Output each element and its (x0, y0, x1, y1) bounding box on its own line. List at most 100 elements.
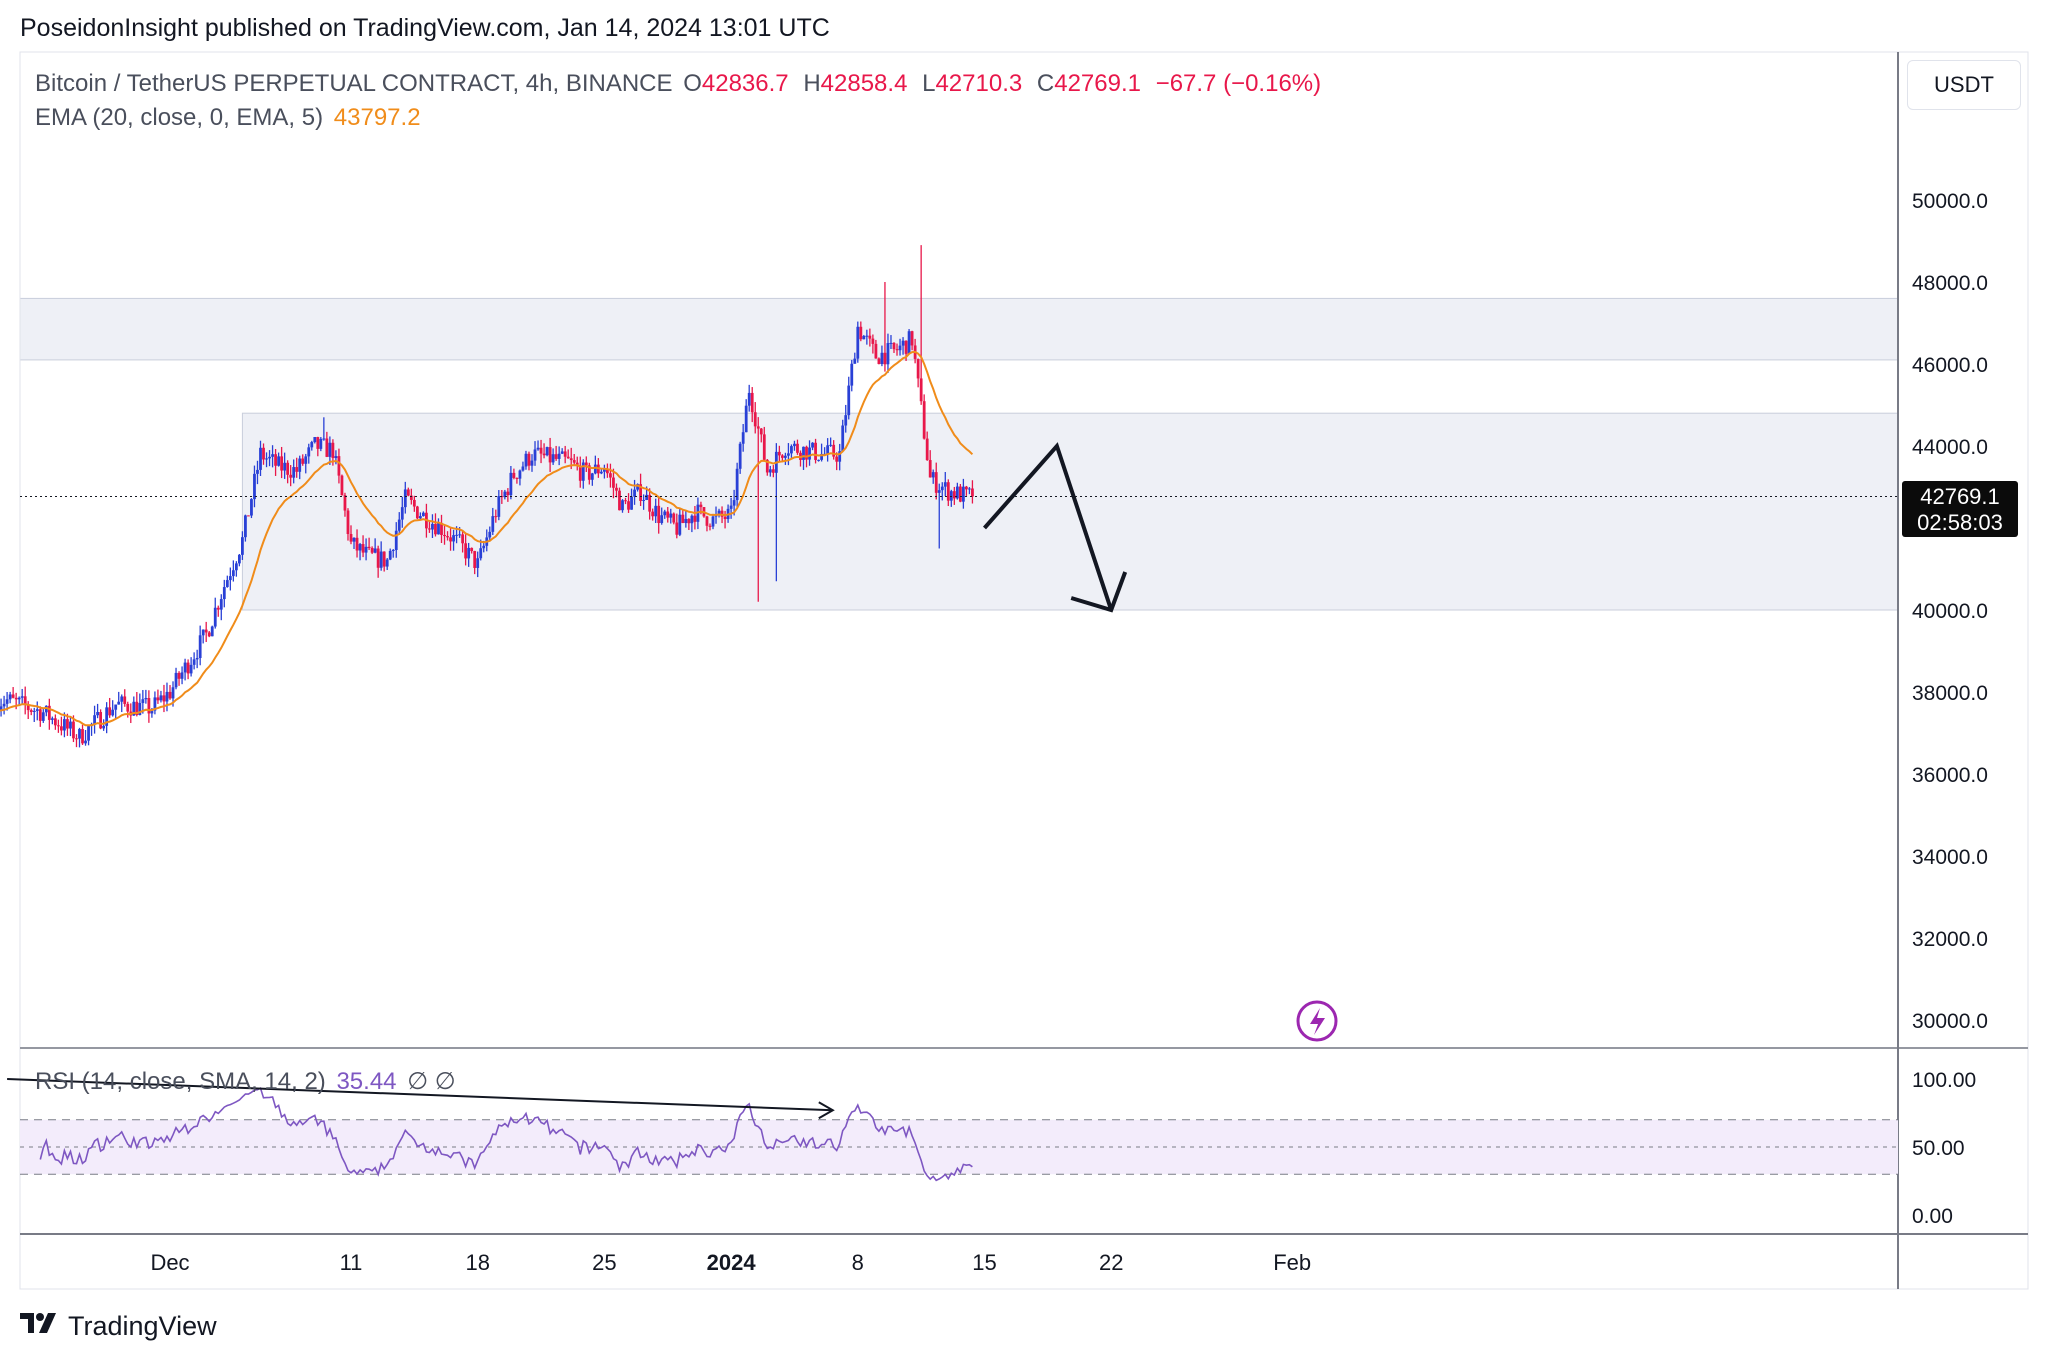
candle-body (877, 358, 881, 365)
candle (304, 453, 308, 474)
candle (488, 526, 492, 541)
candle-body (81, 729, 84, 744)
candle-body (17, 697, 21, 700)
supply-demand-zone-1 (241, 412, 1899, 611)
candle (400, 496, 404, 528)
candle (81, 724, 84, 746)
candle-body (946, 482, 950, 501)
candle-body (60, 726, 63, 731)
candle (376, 545, 380, 578)
candle (102, 719, 106, 731)
candle (853, 352, 857, 364)
candle-body (328, 442, 332, 457)
candle-body (569, 458, 573, 461)
candle (548, 437, 552, 472)
candle-body (723, 516, 727, 520)
candle-body (5, 699, 9, 704)
candle (274, 449, 277, 476)
candle-body (648, 494, 652, 512)
candle-body (403, 489, 407, 508)
candle (50, 716, 54, 725)
candle-body (213, 607, 217, 627)
currency-label: USDT (1934, 72, 1994, 97)
candle (114, 704, 118, 720)
candle-body (566, 456, 570, 459)
candle-body (265, 458, 268, 460)
candle (946, 479, 950, 507)
candle (877, 357, 881, 365)
candle-body (277, 456, 280, 466)
candle-body (965, 486, 968, 490)
candle-body (548, 447, 552, 463)
candle-body (663, 511, 667, 516)
candle (434, 513, 437, 537)
candle-body (940, 486, 944, 491)
candle-body (259, 447, 262, 470)
candle (388, 548, 392, 561)
candle (515, 477, 519, 484)
candle (256, 460, 259, 485)
candle-body (415, 506, 419, 519)
candle (603, 464, 606, 479)
candle-body (606, 469, 609, 474)
candle-body (581, 462, 585, 481)
candle-body (771, 469, 775, 473)
candle-body (865, 335, 869, 337)
candle-body (313, 437, 317, 443)
candle-body (645, 494, 649, 500)
time-tick-label: 22 (1099, 1250, 1123, 1275)
candle (343, 492, 347, 517)
candle-body (910, 331, 914, 346)
candle (675, 513, 679, 539)
candle (99, 709, 103, 730)
candle-body (422, 512, 425, 517)
candle (20, 688, 24, 705)
candle-body (928, 460, 932, 478)
candle (183, 658, 187, 681)
candle-body (222, 587, 226, 600)
candle (563, 445, 567, 464)
candle-body (636, 484, 639, 490)
candle-body (862, 336, 866, 340)
candle (503, 489, 507, 500)
candle-body (195, 658, 199, 660)
grid-layer (19, 51, 2029, 1290)
candle-body (850, 363, 854, 386)
candle (268, 450, 271, 467)
candle-body (711, 516, 715, 527)
candle-body (431, 523, 434, 530)
candle-body (231, 570, 235, 577)
candle-body (120, 696, 124, 702)
candle-body (75, 738, 78, 740)
candle-body (316, 437, 320, 449)
candle (651, 508, 655, 521)
candle (587, 462, 591, 485)
candle-body (409, 495, 413, 500)
candle (738, 441, 742, 474)
candle (868, 328, 872, 347)
candle-body (515, 477, 519, 479)
candle-body (72, 721, 75, 739)
candle (162, 684, 166, 713)
candle-body (412, 499, 416, 507)
candle (808, 440, 811, 466)
candle (832, 440, 836, 460)
candle (633, 479, 636, 505)
candle-body (201, 629, 205, 636)
candle (880, 345, 884, 367)
candle-body (250, 499, 253, 516)
candle (437, 518, 440, 535)
candle-body (29, 710, 33, 712)
candle (581, 459, 585, 489)
candle-body (241, 537, 244, 555)
price-tick-label: 36000.0 (1912, 764, 1988, 787)
candle-body (943, 482, 947, 487)
candle (922, 394, 926, 440)
tradingview-logo[interactable]: TradingView (20, 1310, 217, 1342)
time-tick-label: 2024 (707, 1250, 757, 1275)
candle-body (349, 533, 353, 542)
currency-selector[interactable]: USDT (1907, 60, 2021, 110)
candle-body (204, 629, 208, 633)
candle-body (708, 525, 712, 527)
